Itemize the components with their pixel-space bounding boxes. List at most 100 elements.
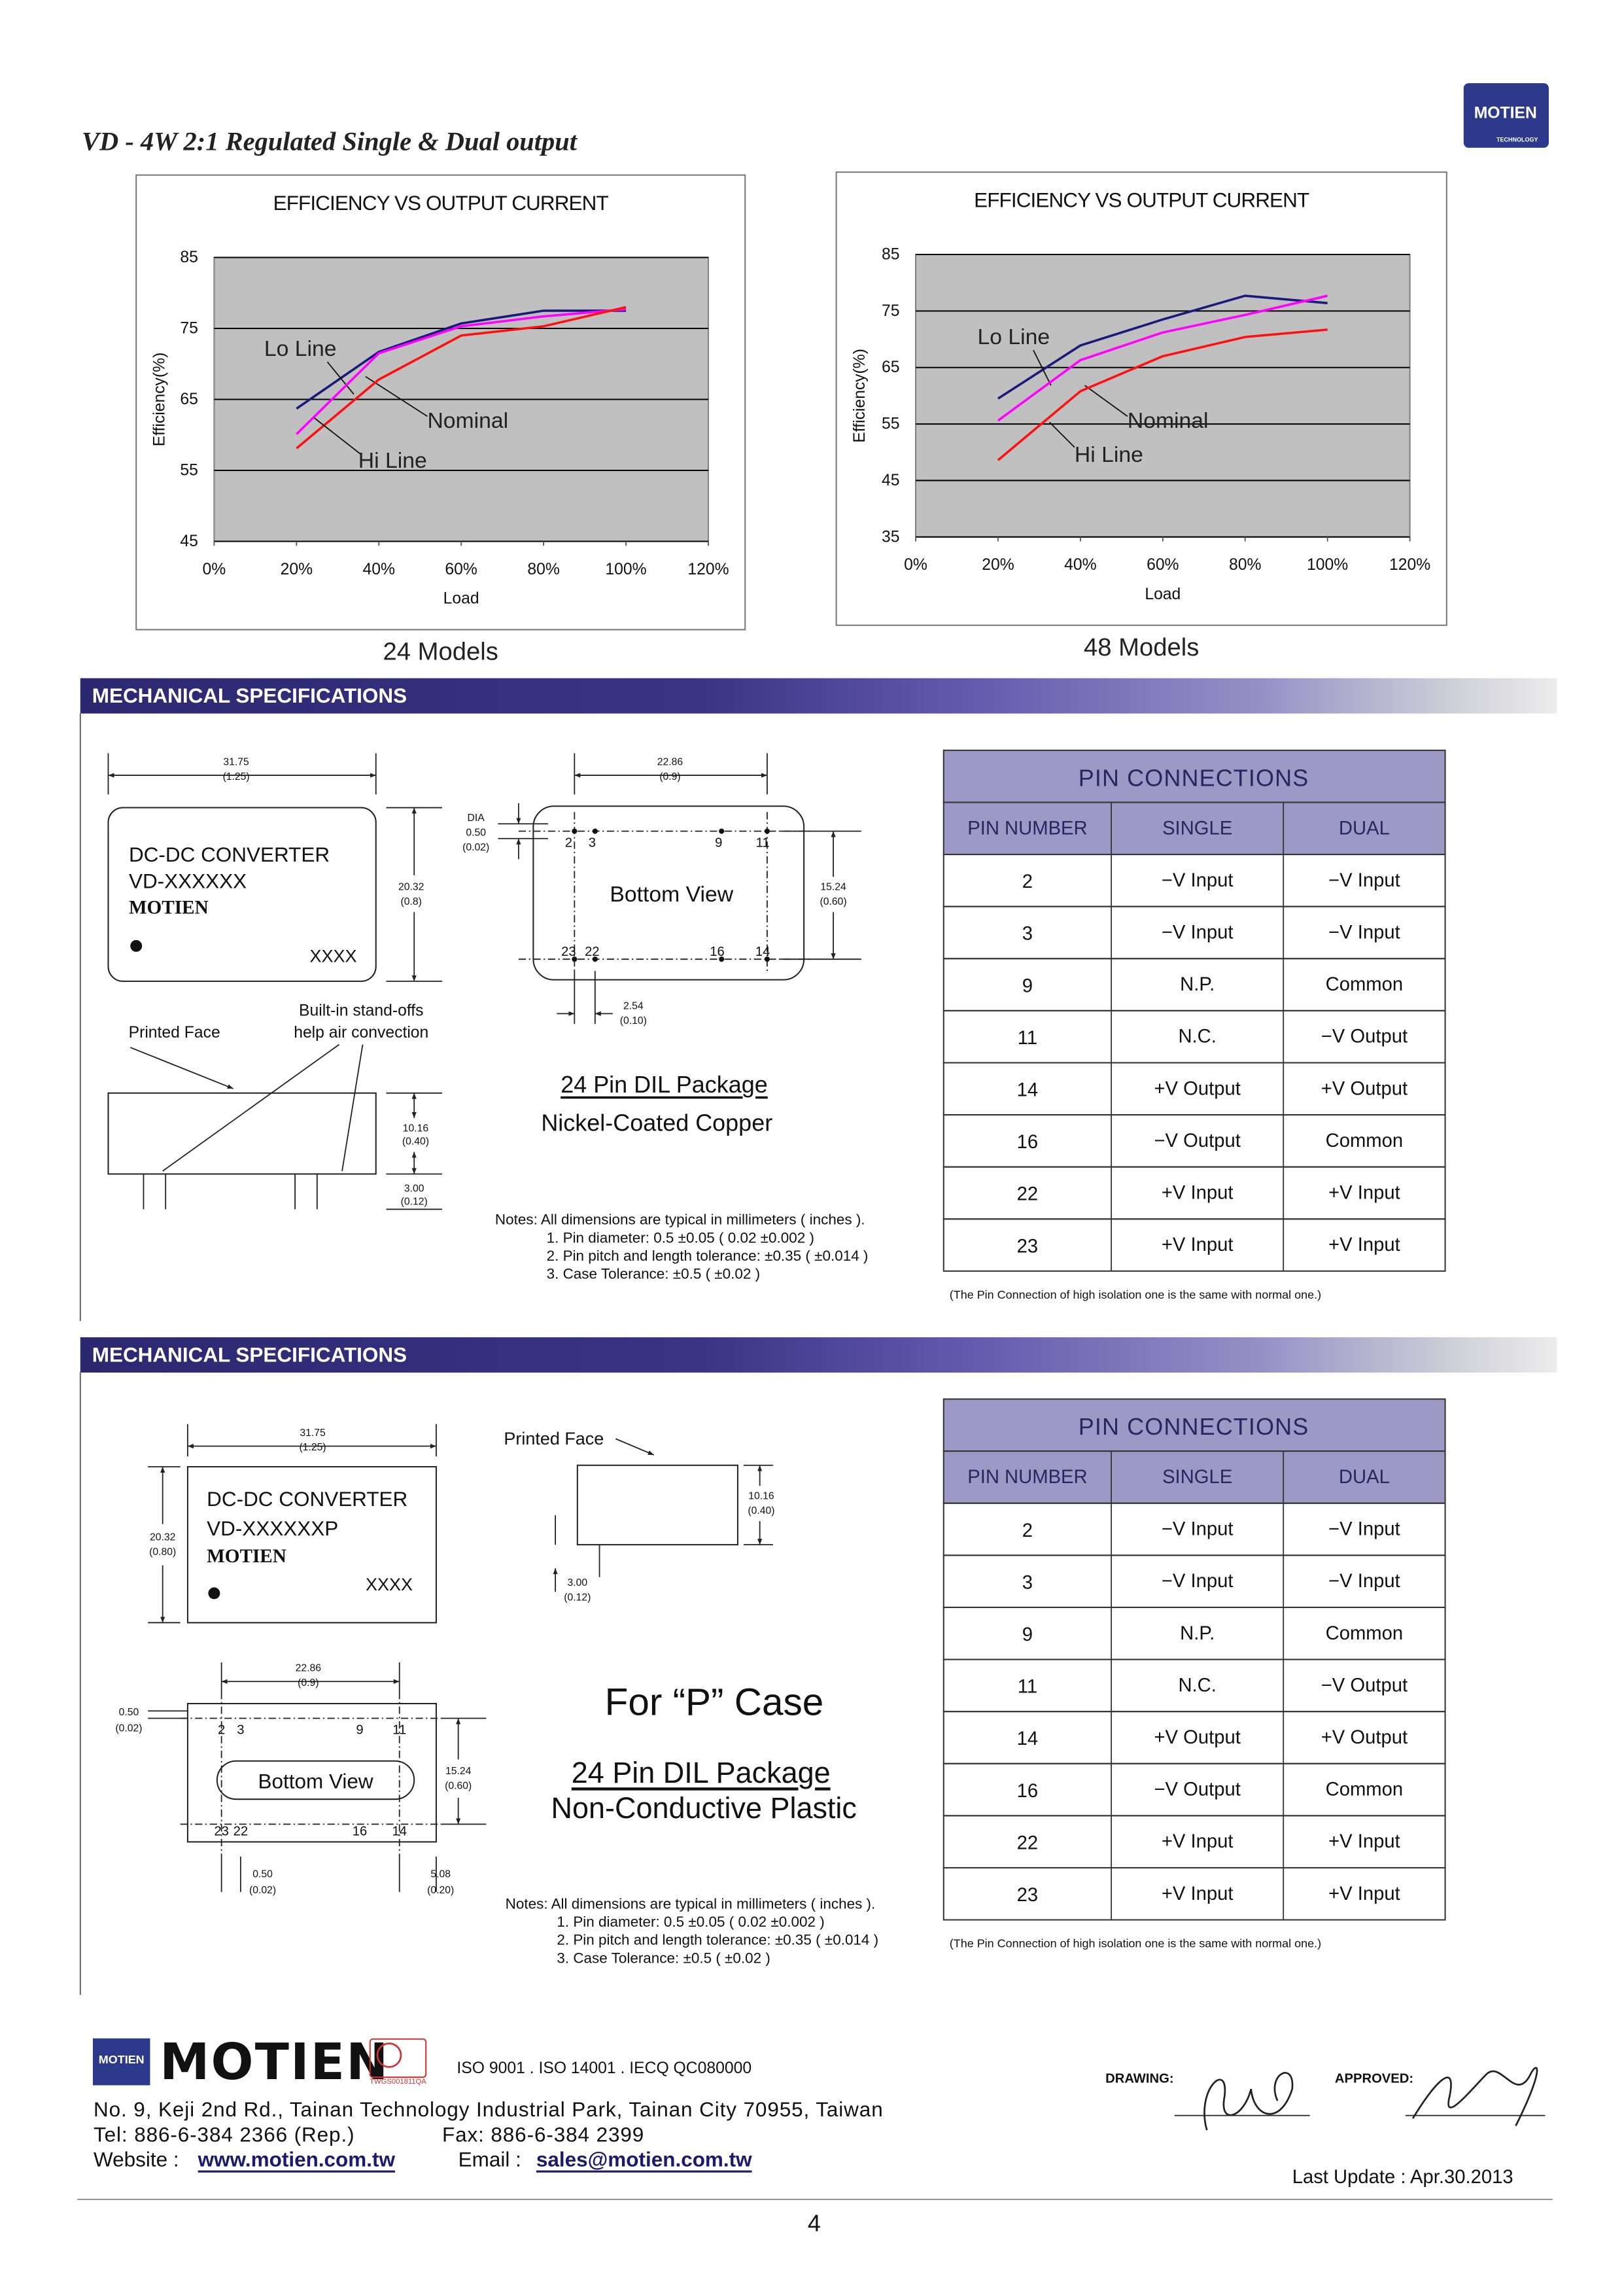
table-cell: −V Output (1154, 1779, 1240, 1800)
table-cell: 16 (1017, 1781, 1039, 1802)
drawing-label: XXXX (366, 1575, 413, 1594)
series-annotation: Hi Line (358, 448, 427, 473)
drawing-label: Bottom View (610, 882, 733, 907)
table-cell: +V Output (1154, 1078, 1240, 1099)
drawing-label: (0.9) (298, 1677, 319, 1689)
drawing-label: (0.12) (401, 1197, 428, 1208)
y-tick-label: 75 (882, 302, 900, 320)
logo-mark: MOTIEN (99, 2053, 145, 2066)
chart-title: EFFICIENCY VS OUTPUT CURRENT (974, 188, 1309, 211)
drawing-label: (0.60) (445, 1780, 472, 1791)
table-cell: 11 (1018, 1028, 1037, 1049)
drawing-label: (0.20) (427, 1885, 454, 1896)
bottom-view-badge (216, 1760, 415, 1800)
drawing-label: 20.32 (150, 1532, 175, 1543)
dim-line (615, 1438, 655, 1456)
y-tick-label: 45 (180, 533, 198, 550)
series-annotation: Nominal (427, 408, 508, 433)
dim-line (130, 1047, 233, 1089)
table-header: SINGLE (1162, 818, 1232, 839)
table-cell: N.P. (1180, 1623, 1215, 1644)
y-tick-label: 45 (882, 472, 900, 489)
series-annotation: Lo Line (977, 324, 1050, 349)
drawing-label: (0.40) (748, 1505, 774, 1516)
table-cell: 3 (1022, 1572, 1033, 1593)
table-cell: +V Output (1321, 1727, 1408, 1748)
drawing-label: (0.8) (401, 896, 422, 907)
website-link[interactable]: www.motien.com.tw (198, 2148, 396, 2171)
table-cell: 2 (1022, 871, 1033, 892)
drawing-label: 3.00 (404, 1183, 424, 1194)
section-heading: MECHANICAL SPECIFICATIONS (92, 1344, 407, 1367)
drawing-label: Bottom View (258, 1770, 373, 1793)
y-tick-label: 85 (180, 249, 198, 266)
pin1-dot (208, 1587, 220, 1600)
drawing-label: 0.50 (252, 1868, 273, 1880)
drawing-label: 16 (353, 1825, 368, 1839)
y-tick-label: 55 (180, 462, 198, 480)
drawing-label: VD-XXXXXXP (207, 1517, 338, 1540)
approved-label: APPROVED: (1335, 2071, 1413, 2086)
drawing-label: 20.32 (398, 881, 424, 892)
dim-line (341, 1044, 364, 1172)
pin-dot (572, 828, 578, 834)
logo: MOTIEN (1474, 105, 1537, 122)
table-row (942, 1218, 1446, 1272)
drawing-label: 0.50 (466, 827, 486, 838)
certifications: ISO 9001 . ISO 14001 . IECQ QC080000 (457, 2059, 752, 2077)
drawing-label: (0.60) (820, 896, 847, 907)
dim-line (162, 1043, 340, 1172)
drawing-label: 9 (356, 1723, 363, 1737)
table-cell: +V Input (1162, 1235, 1234, 1255)
x-tick-label: 120% (687, 561, 729, 578)
note: 1. Pin diameter: 0.5 ±0.05 ( 0.02 ±0.002… (557, 1914, 824, 1930)
x-tick-label: 40% (363, 561, 395, 578)
table-cell: Common (1326, 1779, 1404, 1800)
email-link[interactable]: sales@motien.com.tw (536, 2148, 752, 2171)
side-view (576, 1464, 738, 1546)
x-axis-label: Load (443, 590, 479, 608)
pin-dot (719, 956, 725, 962)
table-footnote: (The Pin Connection of high isolation on… (950, 1288, 1321, 1301)
package-material: Nickel-Coated Copper (541, 1109, 772, 1136)
drawing-label: VD-XXXXXX (129, 869, 247, 892)
drawing-label: 5.08 (430, 1868, 451, 1880)
table-cell: N.C. (1178, 1026, 1216, 1047)
drawing-label: 22.86 (657, 756, 683, 767)
pin1-dot (130, 939, 143, 952)
table-title-row (942, 1398, 1446, 1452)
case-label: For “P” Case (605, 1681, 824, 1723)
section-heading: MECHANICAL SPECIFICATIONS (92, 684, 407, 707)
table-cell: Common (1326, 974, 1404, 995)
drawing-label: Printed Face (504, 1429, 604, 1448)
series-annotation: Lo Line (264, 336, 337, 361)
top-view (107, 807, 377, 982)
table-cell: +V Input (1328, 1182, 1400, 1203)
drawing-label: 0.50 (119, 1707, 139, 1718)
x-tick-label: 80% (1229, 556, 1261, 574)
table-header: DUAL (1339, 1467, 1390, 1488)
x-tick-label: 0% (203, 561, 226, 578)
drawing-label: 23 (214, 1825, 229, 1839)
drawing-label: 15.24 (820, 881, 846, 892)
bottom-view (186, 1703, 437, 1843)
drawing-label: 10.16 (748, 1490, 774, 1501)
pin-dot (764, 828, 770, 834)
y-tick-label: 35 (882, 528, 900, 546)
package-title: 24 Pin DIL Package (561, 1071, 768, 1098)
package-material: Non-Conductive Plastic (551, 1791, 857, 1825)
bottom-view (532, 805, 805, 981)
x-tick-label: 60% (445, 561, 477, 578)
table-cell: −V Input (1328, 922, 1400, 943)
drawing-label: DC-DC CONVERTER (129, 843, 330, 866)
table-cell: +V Input (1162, 1831, 1234, 1852)
table-header-row (942, 1450, 1446, 1504)
annotation-leader (1049, 421, 1075, 448)
cert-badge (369, 2038, 427, 2078)
y-tick-label: 65 (180, 391, 198, 408)
series-line (997, 294, 1328, 400)
annotation-leader (313, 417, 362, 455)
y-axis-label: Efficiency(%) (851, 349, 869, 443)
